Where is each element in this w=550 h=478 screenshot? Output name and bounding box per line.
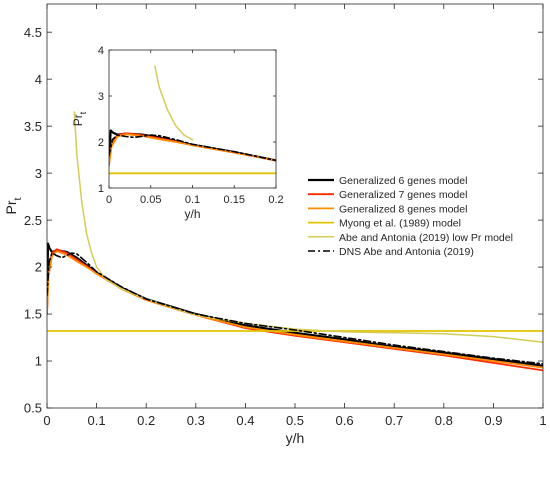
main-x-tick-label: 0.5 — [286, 413, 304, 428]
inset-x-tick-label: 0.15 — [224, 194, 245, 206]
main-y-tick-label: 3 — [35, 166, 42, 181]
inset-x-tick-label: 0.05 — [140, 194, 161, 206]
inset-series-line-3 — [109, 133, 276, 165]
inset-x-tick-label: 0.2 — [268, 194, 283, 206]
inset-y-tick-label: 1 — [98, 183, 104, 195]
legend: Generalized 6 genes model Generalized 7 g… — [304, 170, 534, 262]
inset-y-axis-label-main: Pr — [71, 114, 85, 126]
inset-plot: 0 0.05 0.1 0.15 0.2 1 2 3 4 y/h Prt — [71, 45, 284, 221]
main-y-axis-label-sub: t — [12, 197, 24, 200]
inset-y-tick-label: 2 — [98, 137, 104, 149]
legend-background — [304, 170, 534, 262]
main-x-axis-label: y/h — [286, 430, 305, 446]
legend-label-6: DNS Abe and Antonia (2019) — [339, 246, 474, 258]
inset-x-tick-label: 0.1 — [185, 194, 200, 206]
main-series-line-6 — [47, 252, 543, 365]
inset-x-tick-label: 0 — [106, 194, 112, 206]
main-x-tick-label: 0.3 — [187, 413, 205, 428]
main-x-tick-label: 0.6 — [336, 413, 354, 428]
main-x-tick-label: 0.4 — [236, 413, 254, 428]
main-x-tick-label: 0.7 — [385, 413, 403, 428]
inset-series-line-6 — [109, 134, 276, 162]
inset-y-axis-label: Prt — [71, 111, 88, 126]
main-y-tick-label: 1 — [35, 354, 42, 369]
main-y-tick-label: 4.5 — [24, 25, 42, 40]
main-y-axis-label: Prt — [3, 197, 24, 214]
main-series-group — [47, 111, 543, 372]
inset-background — [109, 50, 276, 188]
inset-y-tick-label: 4 — [98, 45, 104, 57]
main-x-tick-label: 0.9 — [484, 413, 502, 428]
main-y-tick-label: 2 — [35, 260, 42, 275]
main-x-tick-label: 0.1 — [88, 413, 106, 428]
legend-label-4: Myong et al. (1989) model — [339, 218, 461, 230]
main-x-tick-label: 0.2 — [137, 413, 155, 428]
main-y-tick-label: 1.5 — [24, 307, 42, 322]
main-y-tick-label: 2.5 — [24, 213, 42, 228]
inset-series-line-5 — [154, 65, 194, 141]
legend-label-1: Generalized 6 genes model — [339, 175, 467, 187]
inset-x-axis-label: y/h — [184, 207, 200, 221]
main-y-tick-label: 3.5 — [24, 119, 42, 134]
main-y-tick-label: 0.5 — [24, 401, 42, 416]
main-x-tick-label: 1 — [539, 413, 546, 428]
inset-y-tick-label: 3 — [98, 91, 104, 103]
main-y-tick-label: 4 — [35, 72, 42, 87]
legend-label-5: Abe and Antonia (2019) low Pr model — [339, 232, 513, 244]
inset-series-group — [109, 65, 276, 175]
main-x-tick-label: 0 — [43, 413, 50, 428]
inset-y-axis-label-sub: t — [78, 111, 88, 114]
legend-label-3: Generalized 8 genes model — [339, 203, 467, 215]
legend-label-2: Generalized 7 genes model — [339, 189, 467, 201]
main-y-axis-label-main: Pr — [3, 200, 19, 214]
main-x-tick-label: 0.8 — [435, 413, 453, 428]
